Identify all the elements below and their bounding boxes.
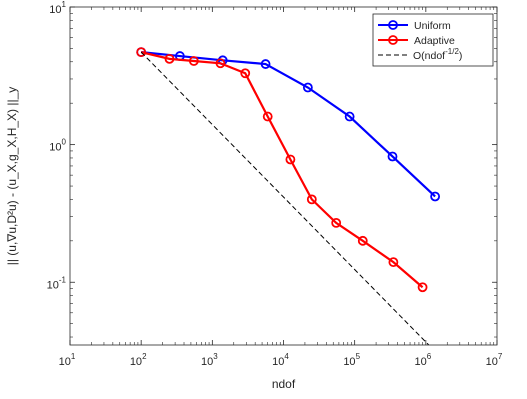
data-point-uniform — [302, 82, 313, 93]
legend-label-reference: O(ndof-1/2) — [413, 47, 462, 62]
y-tick-base: 10 — [47, 279, 59, 291]
data-point-uniform — [387, 151, 398, 162]
data-point-adaptive — [136, 47, 147, 58]
series-line-uniform — [141, 51, 436, 198]
x-tick-exponent: 4 — [284, 352, 289, 361]
legend-marker-adaptive — [388, 35, 398, 45]
data-point-uniform — [260, 59, 271, 69]
x-tick-base: 10 — [414, 356, 426, 368]
data-point-adaptive — [188, 56, 199, 66]
legend-ref-exponent: -1/2 — [445, 47, 459, 56]
data-point-adaptive — [215, 58, 226, 69]
legend-ref-end: ) — [459, 50, 463, 62]
x-tick-base: 10 — [59, 356, 71, 368]
x-tick-label: 104 — [272, 352, 289, 368]
x-tick-exponent: 1 — [71, 352, 76, 361]
y-tick-exponent: -1 — [59, 275, 67, 284]
x-tick-label: 102 — [130, 352, 147, 368]
y-tick-label: 101 — [49, 0, 66, 16]
series-layer — [136, 47, 441, 345]
data-point-adaptive — [417, 282, 428, 293]
y-axis-label: || (u,∇u,D²u) - (u_X,g_X,H_X) ||_y — [5, 87, 19, 266]
data-point-uniform — [430, 191, 441, 202]
data-point-uniform — [344, 111, 355, 122]
legend-label-adaptive: Adaptive — [414, 35, 455, 47]
x-tick-base: 10 — [272, 356, 284, 368]
y-tick-base: 10 — [49, 142, 61, 154]
x-tick-base: 10 — [201, 356, 213, 368]
legend: Uniform Adaptive O(ndof-1/2) — [372, 13, 494, 67]
x-tick-base: 10 — [486, 356, 498, 368]
data-point-adaptive — [388, 257, 399, 268]
data-point-adaptive — [285, 154, 296, 165]
x-tick-base: 10 — [130, 356, 142, 368]
y-tick-base: 10 — [49, 4, 61, 16]
legend-ref-main: O(ndof — [413, 50, 445, 62]
legend-marker-uniform — [388, 20, 398, 30]
y-tick-label: 10-1 — [47, 275, 67, 291]
x-tick-label: 103 — [201, 352, 218, 368]
y-tick-exponent: 0 — [62, 138, 67, 147]
data-point-adaptive — [331, 217, 342, 228]
x-axis-label: ndof — [272, 377, 296, 391]
x-tick-exponent: 7 — [498, 352, 503, 361]
data-point-adaptive — [240, 68, 251, 79]
x-tick-exponent: 2 — [142, 352, 147, 361]
x-tick-base: 10 — [343, 356, 355, 368]
data-point-adaptive — [164, 53, 175, 64]
data-point-adaptive — [262, 111, 273, 122]
x-tick-label: 107 — [486, 352, 503, 368]
x-tick-exponent: 3 — [213, 352, 218, 361]
x-tick-exponent: 6 — [427, 352, 432, 361]
y-tick-label: 100 — [49, 138, 66, 154]
series-line-reference — [140, 51, 430, 345]
legend-label-uniform: Uniform — [414, 20, 451, 32]
y-tick-exponent: 1 — [62, 0, 67, 9]
data-point-adaptive — [306, 194, 317, 205]
x-tick-label: 105 — [343, 352, 360, 368]
data-point-adaptive — [357, 235, 368, 246]
x-tick-exponent: 5 — [356, 352, 361, 361]
x-tick-label: 101 — [59, 352, 76, 368]
x-tick-label: 106 — [414, 352, 431, 368]
